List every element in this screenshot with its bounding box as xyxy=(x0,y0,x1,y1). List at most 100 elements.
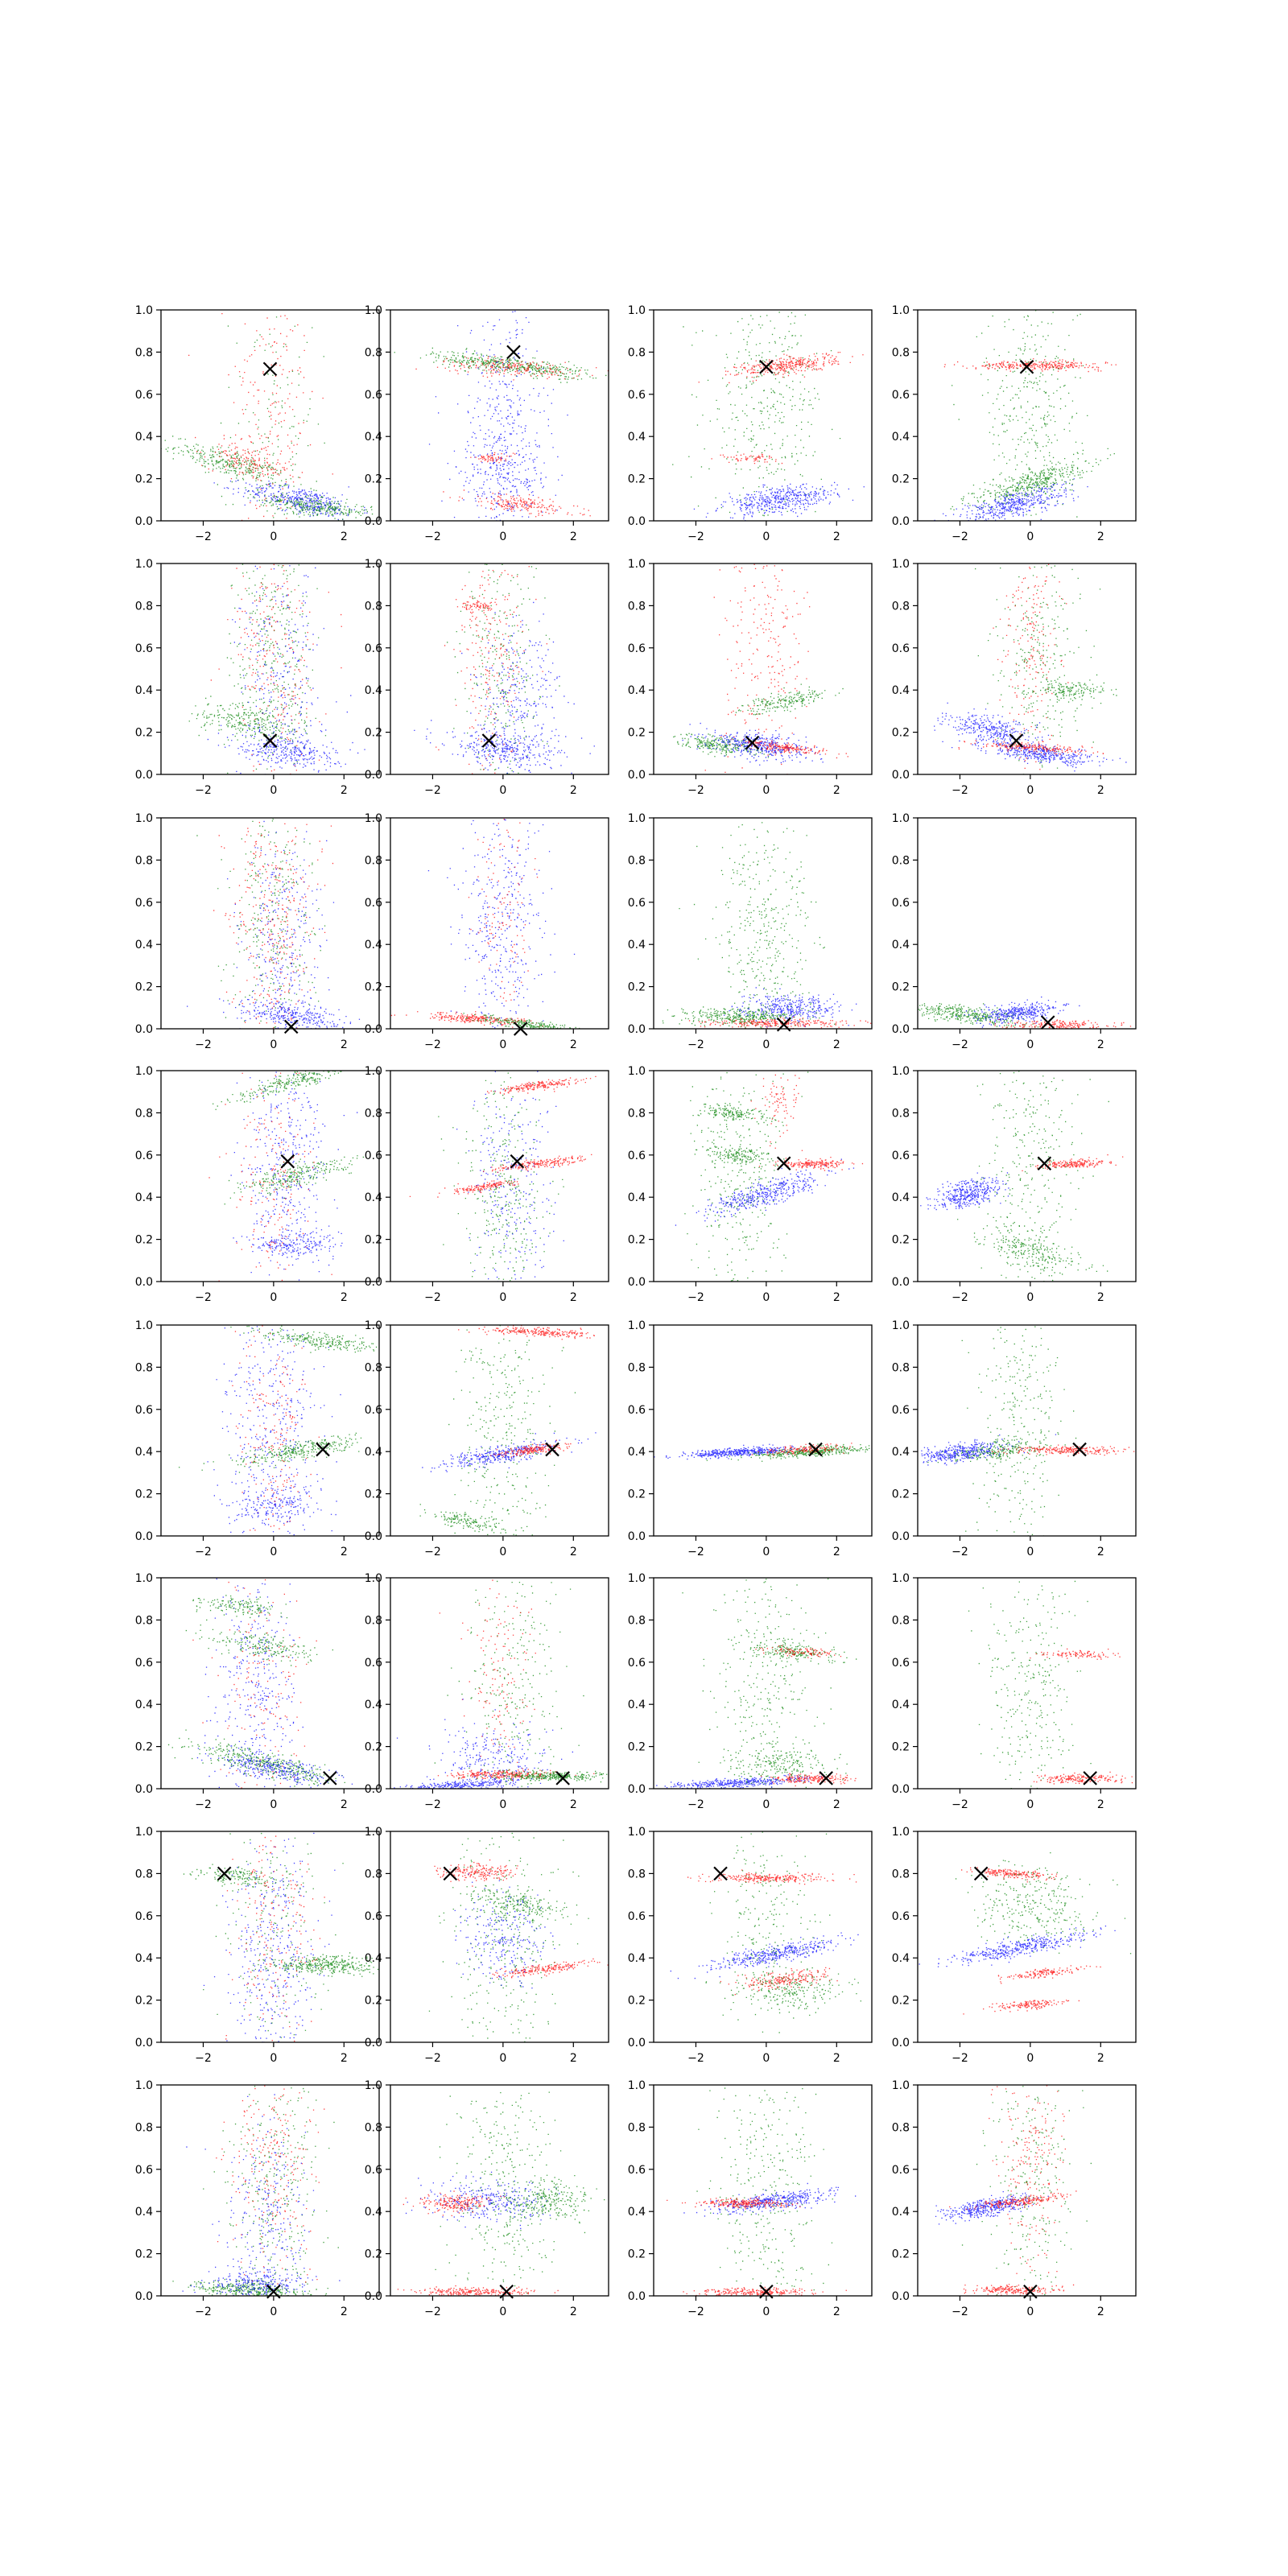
scatter-points xyxy=(179,1325,378,1536)
y-tick-label: 0.2 xyxy=(892,1488,910,1501)
scatter-points xyxy=(188,564,365,774)
point-cluster-blue xyxy=(656,1774,824,1789)
point-cluster-blue xyxy=(921,1434,1057,1466)
scatter-point-red xyxy=(758,1157,864,1171)
axes-frame xyxy=(160,1831,380,2043)
scatter-point-blue xyxy=(654,1443,815,1460)
scatter-points xyxy=(935,2085,1092,2296)
x-tick-label: 2 xyxy=(1097,1546,1104,1558)
y-tick-label: 0.8 xyxy=(365,600,382,613)
y-tick-label: 0.0 xyxy=(365,1023,382,1036)
point-cluster-red xyxy=(989,1018,1132,1029)
point-cluster-green xyxy=(263,1952,379,1977)
y-tick-label: 1.0 xyxy=(628,1826,646,1839)
y-tick-label: 1.0 xyxy=(365,558,382,571)
scatter-point-red xyxy=(1022,1154,1124,1171)
point-cluster-red xyxy=(755,1645,842,1658)
y-tick-label: 0.4 xyxy=(135,2206,153,2219)
x-tick-label: −2 xyxy=(687,1291,704,1304)
x-tick-label: −2 xyxy=(195,1038,212,1051)
scatter-panel-r2-c1: −2 0 2 0.0 0.2 0.4 0.6 0.8 1.0 xyxy=(135,558,380,797)
x-tick-label: 0 xyxy=(1026,1291,1034,1304)
x-tick-label: 2 xyxy=(1097,530,1104,543)
marker-x-icon xyxy=(1040,1015,1055,1030)
marker-x-icon xyxy=(745,735,760,750)
y-tick-label: 0.2 xyxy=(365,2248,382,2261)
axes-frame xyxy=(390,563,609,775)
x-tick-label: 0 xyxy=(499,530,506,543)
scatter-point-red xyxy=(479,1439,572,1458)
point-cluster-green xyxy=(459,1769,608,1783)
scatter-point-blue xyxy=(693,481,865,521)
x-tick-label: −2 xyxy=(195,1546,212,1558)
scatter-point-red xyxy=(949,2190,1077,2211)
y-tick-label: 0.8 xyxy=(365,1361,382,1374)
y-tick-label: 1.0 xyxy=(892,2079,910,2092)
x-tick-label: −2 xyxy=(687,1798,704,1811)
point-cluster-green xyxy=(690,1100,777,1128)
point-cluster-red xyxy=(415,356,609,381)
axes-frame xyxy=(160,1070,380,1282)
y-tick-label: 0.0 xyxy=(892,1530,910,1543)
scatter-points xyxy=(390,819,580,1029)
y-tick-label: 0.0 xyxy=(365,1530,382,1543)
y-tick-label: 0.0 xyxy=(365,1783,382,1796)
point-cluster-green xyxy=(463,1013,580,1029)
x-tick-label: −2 xyxy=(424,2052,441,2065)
point-cluster-green xyxy=(694,1141,785,1168)
y-tick-label: 0.8 xyxy=(365,1868,382,1880)
scatter-point-red xyxy=(943,358,1117,373)
scatter-panel-r3-c3: −2 0 2 0.0 0.2 0.4 0.6 0.8 1.0 xyxy=(628,812,873,1051)
scatter-point-red xyxy=(687,1869,857,1885)
y-tick-label: 0.8 xyxy=(628,1614,646,1627)
scatter-points xyxy=(409,1071,597,1282)
y-tick-label: 0.4 xyxy=(892,684,910,697)
point-cluster-red xyxy=(963,2000,1080,2015)
point-cluster-blue xyxy=(934,478,1088,521)
y-tick-label: 1.0 xyxy=(628,1065,646,1078)
scatter-point-red xyxy=(963,2000,1080,2015)
scatter-point-blue xyxy=(225,565,352,774)
scatter-point-green xyxy=(459,1769,608,1783)
y-tick-label: 0.8 xyxy=(892,1614,910,1627)
point-cluster-green xyxy=(172,2277,328,2296)
point-cluster-blue xyxy=(230,1071,358,1282)
scatter-point-red xyxy=(443,489,591,518)
y-tick-label: 0.0 xyxy=(892,2290,910,2303)
axes-frame xyxy=(653,1577,873,1790)
x-tick-label: −2 xyxy=(687,530,704,543)
x-tick-label: −2 xyxy=(424,530,441,543)
scatter-panel-r4-c4: −2 0 2 0.0 0.2 0.4 0.6 0.8 1.0 xyxy=(892,1065,1137,1304)
y-tick-label: 0.6 xyxy=(892,2164,910,2177)
scatter-point-red xyxy=(437,1768,595,1781)
scatter-point-red xyxy=(458,1325,595,1340)
scatter-panel-r3-c1: −2 0 2 0.0 0.2 0.4 0.6 0.8 1.0 xyxy=(135,812,380,1051)
point-cluster-green xyxy=(183,1864,299,1891)
y-tick-label: 0.6 xyxy=(135,897,153,910)
axes-frame xyxy=(160,1577,380,1790)
point-cluster-blue xyxy=(207,1326,341,1536)
axes-frame xyxy=(160,563,380,775)
axes-frame xyxy=(390,1324,609,1537)
y-tick-label: 0.4 xyxy=(135,1952,153,1965)
marker-x-icon xyxy=(545,1442,559,1457)
x-tick-label: 2 xyxy=(570,1291,577,1304)
x-tick-label: 0 xyxy=(762,1038,770,1051)
y-tick-label: 1.0 xyxy=(135,1572,153,1585)
y-tick-label: 0.4 xyxy=(892,431,910,444)
x-tick-label: −2 xyxy=(424,1038,441,1051)
scatter-panel-r2-c4: −2 0 2 0.0 0.2 0.4 0.6 0.8 1.0 xyxy=(892,558,1137,797)
scatter-point-blue xyxy=(207,1326,341,1536)
x-tick-label: −2 xyxy=(195,1798,212,1811)
x-tick-label: 2 xyxy=(341,784,348,797)
y-tick-label: 0.0 xyxy=(135,1783,153,1796)
y-tick-label: 0.8 xyxy=(628,1107,646,1120)
y-tick-label: 1.0 xyxy=(135,558,153,571)
y-tick-label: 0.2 xyxy=(135,473,153,486)
marker-x-icon xyxy=(316,1442,330,1457)
scatter-point-green xyxy=(188,696,327,749)
x-tick-label: 2 xyxy=(833,1038,840,1051)
x-tick-label: −2 xyxy=(424,1798,441,1811)
scatter-point-green xyxy=(419,1504,524,1536)
